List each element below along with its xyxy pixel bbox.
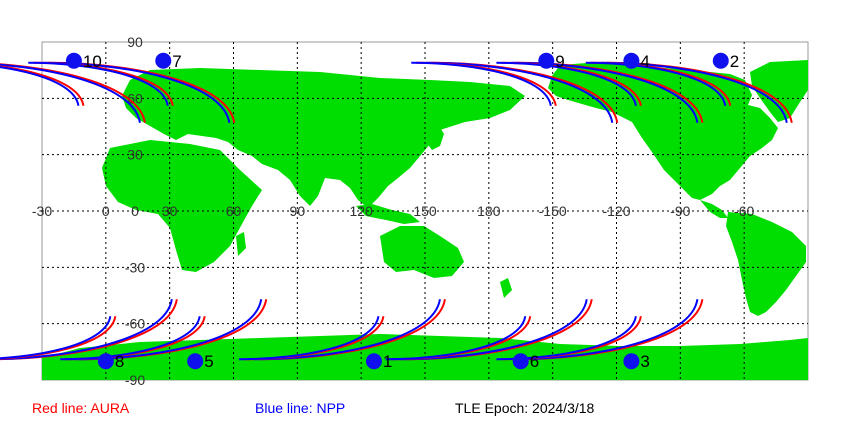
lat-label: 30 — [127, 147, 143, 163]
pass-markers: 10 7 9 4 2 8 5 1 6 3 — [65, 52, 739, 371]
madagascar-landmass — [236, 232, 246, 256]
orbit-track — [496, 61, 637, 107]
new-zealand-landmass — [500, 278, 512, 298]
pass-marker — [65, 52, 82, 69]
latitude-labels: 90 60 30 0 -30 -60 -90 — [125, 34, 145, 388]
pass-marker — [97, 353, 114, 370]
orbit-track — [0, 63, 141, 123]
indonesia-landmass — [356, 204, 420, 224]
legend-aura: Red line: AURA — [32, 400, 130, 416]
tle-epoch: TLE Epoch: 2024/3/18 — [455, 400, 595, 416]
lat-label: 90 — [127, 34, 143, 50]
pass-number: 2 — [730, 52, 739, 71]
orbit-track — [0, 65, 85, 107]
pass-marker — [623, 52, 640, 69]
lat-label: -90 — [125, 372, 145, 388]
lon-label: -150 — [539, 203, 567, 219]
lon-label: 90 — [290, 203, 306, 219]
lat-label: 60 — [127, 90, 143, 106]
pass-number: 5 — [204, 352, 213, 371]
lon-label: 180 — [477, 203, 501, 219]
orbit-track — [0, 315, 117, 360]
pass-number: 8 — [115, 352, 124, 371]
pass-marker — [155, 52, 172, 69]
pass-marker — [187, 353, 204, 370]
orbit-track — [28, 61, 169, 107]
central-america-landmass — [700, 200, 728, 218]
orbit-track — [385, 315, 527, 361]
pass-number: 9 — [555, 52, 564, 71]
orbit-track — [411, 61, 552, 107]
legend-npp: Blue line: NPP — [255, 400, 346, 416]
orbit-track — [60, 315, 201, 361]
lon-label: 150 — [413, 203, 437, 219]
pass-marker — [538, 52, 555, 69]
pass-number: 7 — [172, 52, 181, 71]
orbit-track — [0, 315, 112, 360]
lon-label: 60 — [226, 203, 242, 219]
pass-number: 6 — [530, 352, 539, 371]
lon-label: 120 — [349, 203, 373, 219]
lat-label: -30 — [125, 259, 145, 275]
pass-marker — [712, 52, 729, 69]
pass-number: 4 — [640, 52, 649, 71]
orbit-track — [0, 66, 80, 107]
longitude-labels: -30 0 30 60 90 120 150 180 -150 -120 -90 -60 — [32, 203, 755, 219]
orbit-track — [238, 315, 380, 361]
lat-label: -60 — [125, 316, 145, 332]
australia-landmass — [380, 226, 464, 278]
pass-number: 3 — [640, 352, 649, 371]
pass-number: 10 — [83, 52, 102, 71]
greenland-landmass — [750, 60, 808, 122]
orbit-track — [585, 61, 727, 107]
africa-landmass — [102, 140, 262, 272]
south-america-landmass — [726, 212, 806, 316]
lon-label: -120 — [602, 203, 630, 219]
pass-marker — [623, 353, 640, 370]
lon-label: -30 — [32, 203, 52, 219]
lon-label: -60 — [734, 203, 754, 219]
japan-landmass — [426, 124, 444, 150]
lon-label: -90 — [670, 203, 690, 219]
orbit-track — [0, 63, 146, 123]
lat-label: 0 — [131, 203, 139, 219]
lon-label: 0 — [102, 203, 110, 219]
lon-label: 30 — [162, 203, 178, 219]
pass-marker — [512, 353, 529, 370]
pass-number: 1 — [383, 352, 392, 371]
pass-marker — [365, 353, 382, 370]
